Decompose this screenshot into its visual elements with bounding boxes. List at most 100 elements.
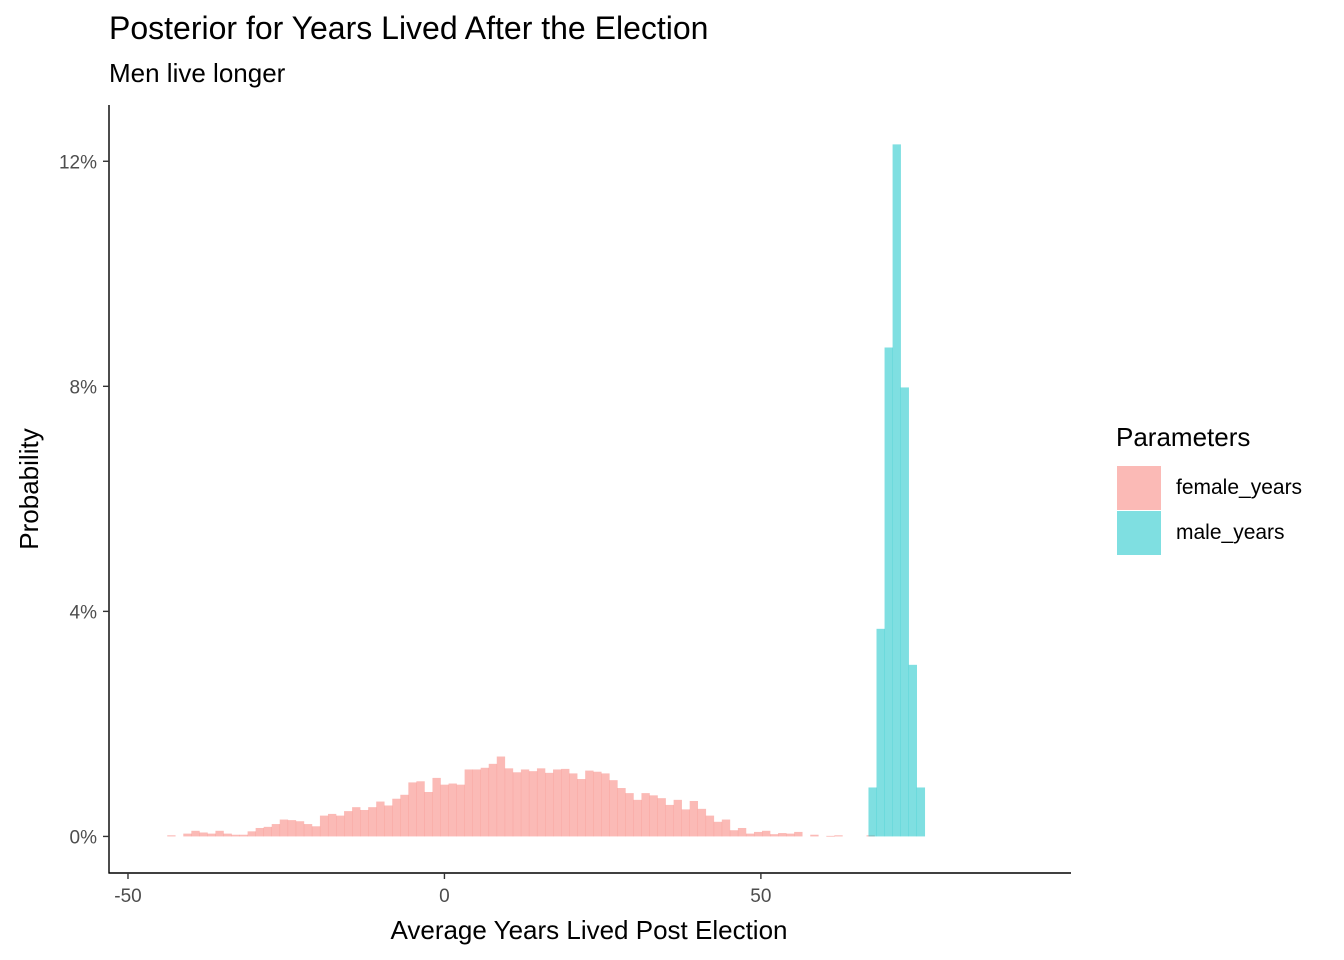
male-years-bar	[892, 144, 901, 837]
female-years-bar	[762, 830, 771, 837]
female-years-bar	[609, 780, 618, 837]
female-years-bar	[344, 811, 353, 837]
female-years-bar	[207, 833, 216, 837]
female-years-bar	[464, 769, 473, 837]
female-years-bar	[424, 791, 433, 837]
female-years-bar	[553, 769, 562, 837]
female-years-bar	[745, 833, 755, 837]
female-years-bar	[432, 777, 441, 837]
female-years-bar	[649, 795, 658, 837]
female-years-bar	[247, 831, 256, 837]
female-years-bar	[239, 834, 248, 837]
female-years-bar	[263, 826, 273, 837]
female-years-bar	[472, 769, 481, 837]
female-years-bar	[496, 756, 506, 837]
female-years-bar	[737, 827, 747, 837]
female-years-bar	[786, 833, 795, 837]
female-years-bar	[416, 781, 425, 837]
female-years-bar	[665, 804, 674, 837]
female-years-bar	[392, 798, 401, 837]
female-years-bar	[536, 768, 546, 837]
female-years-bar	[223, 833, 232, 837]
female-years-bar	[753, 831, 763, 837]
female-years-bar	[400, 794, 409, 837]
male-years-bar	[908, 664, 917, 837]
female-years-bar	[448, 783, 457, 837]
female-years-bar	[689, 800, 699, 837]
legend-swatch-male	[1117, 511, 1161, 555]
female-years-bar	[384, 805, 393, 837]
male-years-bars	[868, 144, 926, 837]
male-years-bar	[900, 387, 909, 837]
female-years-bar	[641, 793, 650, 837]
female-years-bar	[569, 773, 578, 837]
female-years-bar	[255, 827, 264, 837]
female-years-bar	[336, 815, 345, 837]
female-years-bar	[729, 830, 739, 837]
female-years-bar	[778, 833, 787, 837]
female-years-bar	[295, 821, 305, 837]
legend-title: Parameters	[1116, 422, 1251, 452]
female-years-bar	[512, 772, 522, 837]
chart-title: Posterior for Years Lived After the Elec…	[109, 10, 709, 46]
legend-item-female-years: female_years	[1117, 466, 1302, 510]
female-years-bar	[810, 834, 819, 837]
male-years-bar	[916, 787, 926, 837]
female-years-bar	[625, 793, 634, 837]
male-years-bar	[884, 347, 893, 837]
female-years-bar	[311, 826, 321, 837]
x-tick-label: -50	[114, 886, 141, 907]
female-years-bar	[601, 773, 610, 837]
female-years-bar	[561, 768, 570, 837]
female-years-bar	[657, 798, 666, 837]
female-years-bar	[368, 807, 377, 837]
female-years-bar	[545, 772, 554, 837]
female-years-bar	[681, 809, 690, 837]
female-years-bar	[633, 799, 642, 837]
y-tick-label: 0%	[70, 827, 98, 848]
y-tick-label: 4%	[70, 602, 98, 623]
female-years-bar	[697, 808, 707, 837]
female-years-bar	[287, 820, 297, 837]
y-axis-title: Probability	[14, 428, 44, 549]
female-years-bar	[376, 801, 385, 837]
female-years-bar	[352, 807, 361, 837]
female-years-bar	[279, 819, 289, 837]
female-years-bar	[834, 835, 843, 837]
female-years-bar	[271, 824, 281, 837]
male-years-bar	[876, 628, 885, 837]
female-years-bar	[705, 815, 715, 837]
female-years-bar	[191, 830, 200, 837]
legend-swatch-female	[1117, 466, 1161, 510]
female-years-bar	[713, 821, 723, 837]
legend-item-male-years: male_years	[1117, 511, 1285, 555]
female-years-bar	[231, 834, 240, 837]
male-years-bar	[868, 787, 877, 837]
female-years-bar	[327, 813, 337, 837]
female-years-bar	[794, 831, 803, 837]
female-years-bar	[826, 835, 835, 837]
female-years-bar	[440, 784, 449, 837]
female-years-bar	[585, 770, 594, 837]
axes: 0% 4% 8% 12% -50 0 50	[59, 105, 1071, 907]
female-years-bar	[199, 832, 208, 837]
female-years-bar	[183, 833, 192, 837]
female-years-bar	[577, 779, 586, 837]
y-tick-label: 8%	[70, 377, 98, 398]
x-tick-label: 0	[439, 886, 450, 907]
female-years-bar	[480, 767, 490, 837]
female-years-bar	[593, 771, 602, 837]
female-years-bar	[319, 815, 329, 837]
legend-label-male-years: male_years	[1176, 521, 1285, 544]
female-years-bar	[408, 782, 417, 837]
female-years-bar	[360, 809, 369, 837]
female-years-bar	[167, 835, 176, 837]
female-years-bars	[167, 756, 875, 837]
y-tick-label: 12%	[59, 152, 97, 173]
x-tick-label: 50	[750, 886, 771, 907]
female-years-bar	[504, 768, 514, 837]
chart-subtitle: Men live longer	[109, 58, 286, 88]
female-years-bar	[528, 771, 538, 837]
female-years-bar	[617, 788, 626, 837]
